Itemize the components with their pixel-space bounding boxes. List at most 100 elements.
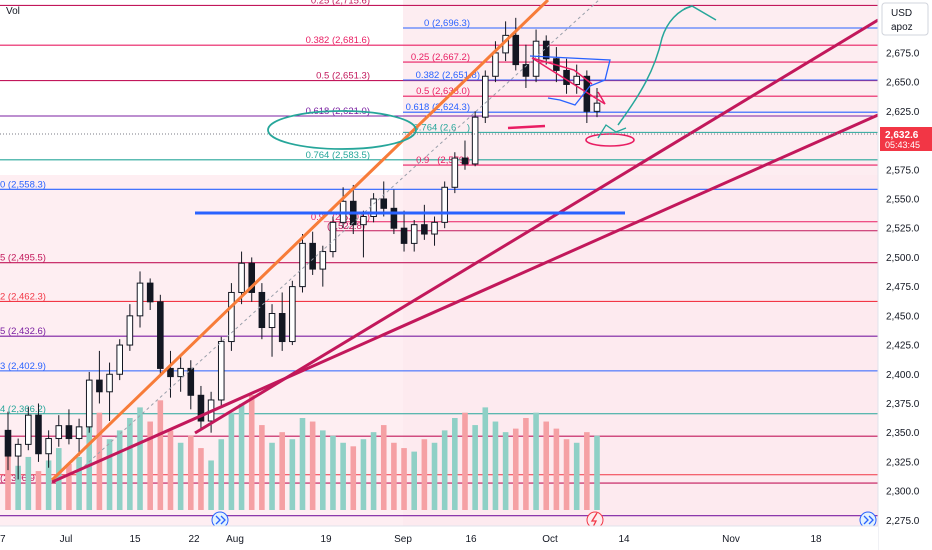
candle-body <box>329 221 337 253</box>
price-tick-label: 2,325.0 <box>886 457 920 468</box>
volume-bar <box>594 435 600 510</box>
candle-body <box>309 242 316 270</box>
volume-bar <box>441 430 448 510</box>
red-marker <box>507 124 546 130</box>
candle-body <box>197 394 205 422</box>
level-label: 0.9_ (2,579.) <box>416 155 470 166</box>
volume-bar <box>330 435 336 510</box>
candle-body <box>278 312 286 343</box>
time-tick-label: Oct <box>542 534 558 545</box>
candle-body <box>461 157 469 165</box>
price-badge: 2,632.6 05:43:45 <box>880 127 932 151</box>
volume-bar <box>76 456 82 510</box>
volume-bar <box>523 418 529 510</box>
candle-body <box>35 414 42 455</box>
level-label: (2,522.8) <box>327 221 365 232</box>
time-tick-label: 16 <box>465 534 477 545</box>
volume-bar <box>563 439 570 510</box>
candle-body <box>482 75 489 118</box>
level-label: 0.382 (2,651.8) <box>416 70 480 81</box>
volume-bar <box>299 418 306 510</box>
orange-trendline <box>50 0 550 482</box>
volume-bar <box>248 395 255 510</box>
candle-body <box>563 69 570 85</box>
candle-body <box>75 426 83 440</box>
volume-bar <box>25 456 32 510</box>
volume-bar <box>5 442 11 510</box>
level-label: 0.382 (2,681.6) <box>306 35 370 46</box>
candle-body <box>380 198 388 209</box>
price-tick-label: 2,525.0 <box>886 224 920 235</box>
volume-bar <box>269 442 275 510</box>
time-tick-label: Nov <box>722 534 740 545</box>
time-tick-label: 15 <box>129 534 141 545</box>
price-tick-label: 2,625.0 <box>886 107 920 118</box>
volume-bar <box>147 421 153 510</box>
volume-bar <box>462 412 468 510</box>
candle-body <box>45 438 52 455</box>
candle-body <box>299 242 306 288</box>
candle-body <box>228 291 235 343</box>
price-axis[interactable]: 2,700.02,675.02,650.02,625.02,600.02,575… <box>877 0 932 550</box>
candle-body <box>289 286 296 343</box>
volume-bar <box>502 432 509 510</box>
price-tick-label: 2,575.0 <box>886 165 920 176</box>
time-tick-label: 19 <box>320 534 332 545</box>
candle-body <box>268 312 276 329</box>
candle-body <box>593 102 601 112</box>
candle-body <box>370 198 377 218</box>
level-label: 0.764 (2,583.5) <box>306 150 370 161</box>
volume-bar <box>198 448 204 510</box>
candle-body <box>167 367 174 378</box>
level-label: 0 (2,696.3) <box>424 18 470 29</box>
volume-bar <box>370 432 377 510</box>
level-label: 4 (2,366.2) <box>0 404 46 415</box>
volume-bar <box>350 446 357 510</box>
volume-bar <box>411 451 417 510</box>
volume-bar <box>218 439 225 510</box>
arrow-head <box>683 5 717 21</box>
currency-box[interactable]: USD apoz <box>881 2 929 36</box>
candle-body <box>116 344 123 375</box>
candle-body <box>492 52 499 77</box>
candle-body <box>360 216 367 226</box>
price-tick-label: 2,350.0 <box>886 428 920 439</box>
candle-body <box>126 315 134 346</box>
time-tick-label: Sep <box>394 534 412 545</box>
volume-bar <box>360 439 367 510</box>
volume-bar <box>106 439 113 510</box>
volume-bar <box>472 425 478 510</box>
level-label: 0.5 (2,638.0) <box>416 86 470 97</box>
volume-bar <box>35 471 42 510</box>
volume-bar <box>208 460 214 510</box>
volume-bar <box>391 442 397 510</box>
price-tick-label: 2,550.0 <box>886 194 920 205</box>
pattern-lines-red <box>531 57 606 105</box>
price-tick-label: 2,675.0 <box>886 48 920 59</box>
volume-bar <box>116 430 123 510</box>
volume-bar <box>431 442 438 510</box>
drawings[interactable] <box>0 0 878 484</box>
price-tick-label: 2,300.0 <box>886 487 920 498</box>
candle-body <box>4 429 12 457</box>
time-axis[interactable]: 7 Jul 15 22 Aug 19 Sep 16 Oct 14 Nov 18 <box>0 525 878 550</box>
candle-body <box>573 75 580 85</box>
volume-bar <box>127 418 133 510</box>
price-tick-label: 2,450.0 <box>886 311 920 322</box>
candle-body <box>421 224 428 235</box>
level-label: 0.764 (2,6__) <box>413 122 470 133</box>
volume-bar <box>167 430 174 510</box>
volume-bar <box>320 430 326 510</box>
projection-arrow <box>617 5 693 126</box>
price-tick-label: 2,375.0 <box>886 399 920 410</box>
volume-bar <box>309 421 316 510</box>
replay-icon[interactable] <box>211 511 229 529</box>
volume-bar <box>421 439 428 510</box>
time-tick-label: 18 <box>810 534 822 545</box>
volume-bar <box>259 425 265 510</box>
volume-bar <box>512 428 519 510</box>
volume-bar <box>86 425 93 510</box>
current-price: 2,632.6 <box>885 130 919 141</box>
volume-bar <box>573 442 580 510</box>
